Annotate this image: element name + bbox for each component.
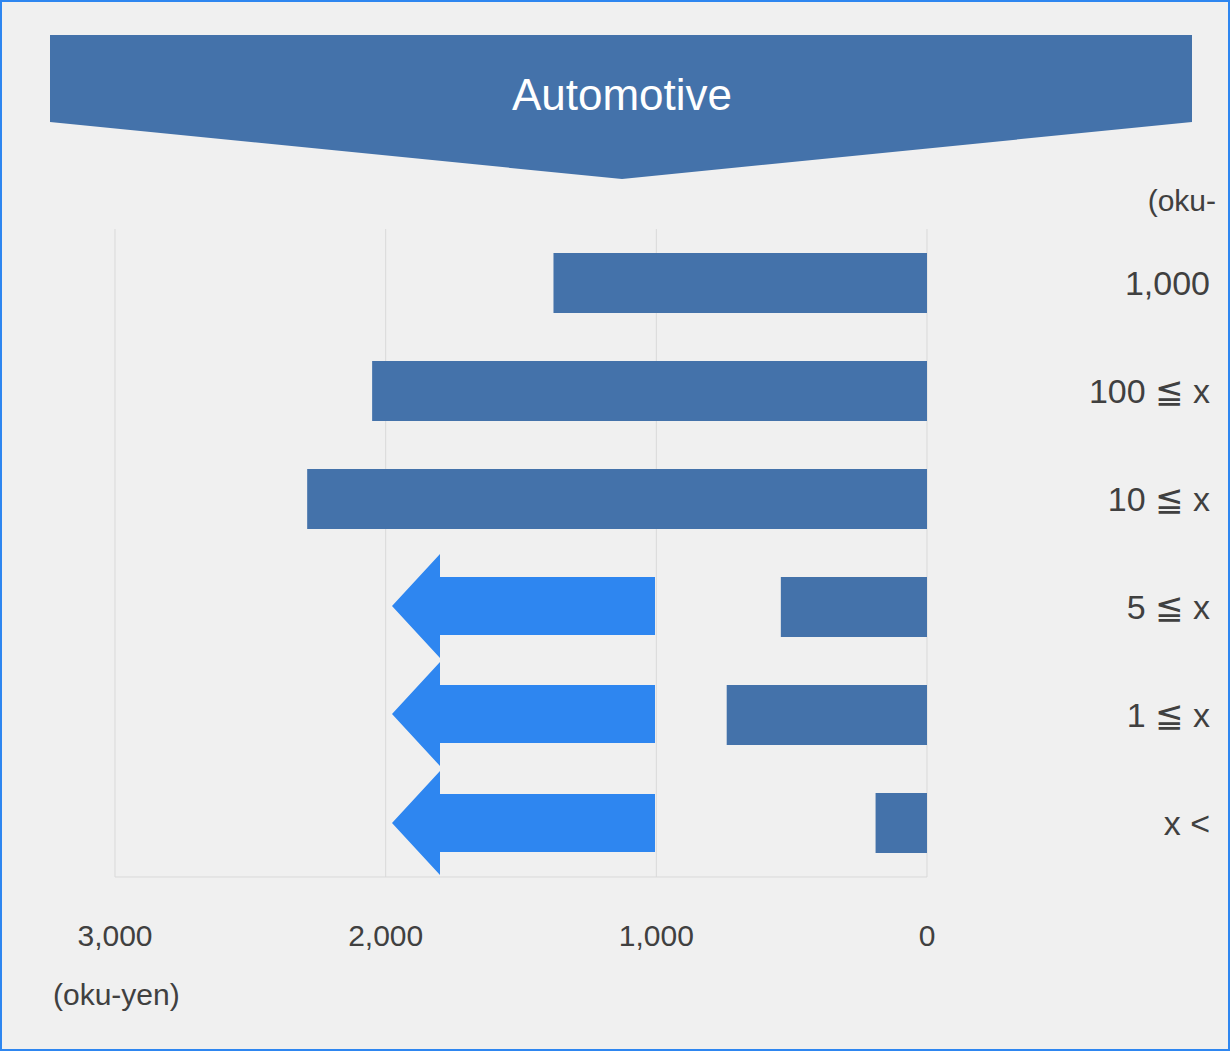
svg-text:1 ≦ x: 1 ≦ x [1127,696,1210,734]
svg-text:3,000: 3,000 [77,919,152,952]
svg-text:(oku-yen): (oku-yen) [53,978,180,1011]
html-text:(oku-: (oku- [1147,184,1216,217]
svg-text:1,000: 1,000 [619,919,694,952]
svg-text:10 ≦ x: 10 ≦ x [1108,480,1210,518]
svg-text:Automotive: Automotive [512,70,732,119]
svg-text:5 ≦ x: 5 ≦ x [1127,588,1210,626]
svg-text:0: 0 [919,919,936,952]
svg-text:x <: x < [1164,804,1210,842]
svg-text:100 ≦ x: 100 ≦ x [1089,372,1210,410]
svg-text:1,000: 1,000 [1125,264,1210,302]
svg-text:2,000: 2,000 [348,919,423,952]
